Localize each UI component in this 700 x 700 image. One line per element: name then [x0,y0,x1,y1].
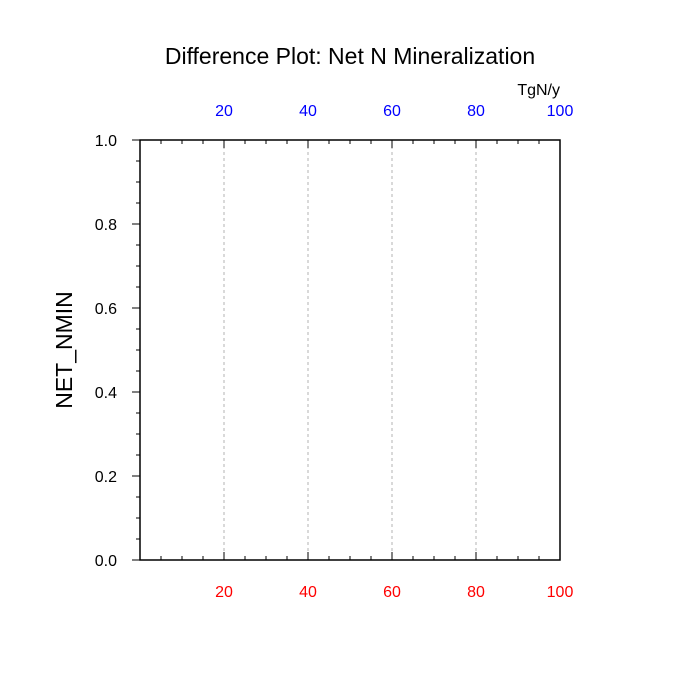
x-tick-label-top: 100 [547,103,574,120]
x-tick-label-bottom: 20 [215,584,233,601]
grid-layer [223,140,477,560]
x-tick-label-bottom: 60 [383,584,401,601]
y-tick-label: 0.6 [95,301,117,318]
x-tick-label-bottom: 40 [299,584,317,601]
y-tick-label: 0.0 [95,553,117,570]
y-tick-label: 0.2 [95,469,117,486]
x-tick-label-top: 60 [383,103,401,120]
y-tick-label: 0.4 [95,385,117,402]
label-layer: 20 40 60 80 100 20 40 60 80 100 0.0 0.2 0.4 0.6 0.8 1.0 [95,103,574,601]
y-axis-label: NET_NMIN [51,291,77,409]
tick-layer [132,139,561,561]
plot-frame [139,139,561,561]
top-axis-units: TgN/y [517,82,560,99]
x-tick-label-bottom: 80 [467,584,485,601]
x-tick-label-top: 80 [467,103,485,120]
x-tick-label-top: 20 [215,103,233,120]
y-tick-label: 0.8 [95,217,117,234]
chart-title: Difference Plot: Net N Mineralization [165,43,535,69]
x-tick-label-bottom: 100 [547,584,574,601]
x-tick-label-top: 40 [299,103,317,120]
y-tick-label: 1.0 [95,133,117,150]
